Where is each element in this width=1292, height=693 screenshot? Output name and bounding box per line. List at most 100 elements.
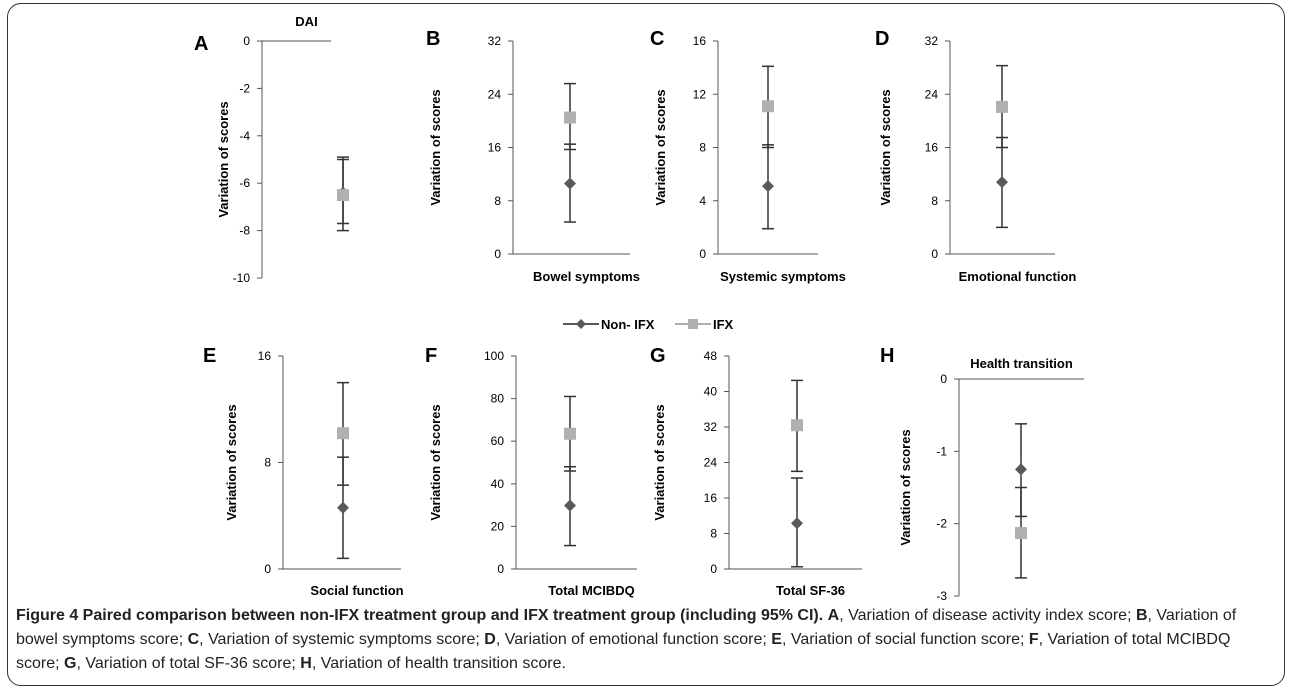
point-ifx-f	[564, 427, 576, 440]
caption-letter-d: D	[484, 631, 496, 648]
panel-label-h: H	[880, 345, 894, 367]
caption-letter-e: E	[771, 631, 782, 648]
y-tick-label-g: 24	[704, 456, 718, 470]
y-axis-label-f: Variation of scores	[428, 404, 443, 520]
y-tick-label-c: 12	[693, 87, 707, 101]
x-axis-label-g: Total SF-36	[776, 583, 845, 598]
y-tick-label-e: 8	[264, 456, 271, 470]
point-ifx-e	[337, 427, 349, 440]
y-axis-label-a: Variation of scores	[216, 101, 231, 217]
point-ifx-c	[762, 100, 774, 113]
y-tick-label-b: 24	[488, 87, 502, 101]
x-axis-label-d: Emotional function	[959, 269, 1077, 284]
panel-label-f: F	[425, 345, 437, 367]
caption-title: Figure 4 Paired comparison between non-I…	[16, 607, 824, 624]
caption-text-c: , Variation of systemic symptoms score;	[199, 631, 485, 648]
panel-label-e: E	[203, 345, 216, 367]
caption-letter-b: B	[1135, 607, 1148, 624]
x-axis-label-f: Total MCIBDQ	[548, 583, 634, 598]
y-tick-label-f: 0	[497, 562, 504, 576]
caption-text-f: , Variation of total MCIBDQ score;	[16, 631, 1231, 672]
y-tick-label-d: 0	[931, 247, 938, 261]
figure-frame	[7, 3, 1285, 686]
y-tick-label-d: 24	[925, 87, 939, 101]
y-tick-label-h: -2	[936, 517, 947, 531]
panel-label-c: C	[650, 28, 664, 50]
x-axis-label-e: Social function	[310, 583, 403, 598]
y-tick-label-a: -4	[239, 129, 250, 143]
legend-marker-ifx	[688, 319, 698, 329]
y-tick-label-f: 100	[484, 349, 504, 363]
y-tick-label-c: 4	[699, 194, 706, 208]
y-axis-label-g: Variation of scores	[652, 404, 667, 520]
y-tick-label-b: 16	[488, 141, 502, 155]
y-tick-label-g: 8	[710, 527, 717, 541]
caption-letter-c: C	[187, 631, 200, 648]
y-tick-label-b: 0	[494, 247, 501, 261]
y-tick-label-d: 32	[925, 34, 939, 48]
y-tick-label-e: 16	[258, 349, 272, 363]
y-tick-label-d: 8	[931, 194, 938, 208]
caption-letter-g: G	[64, 655, 77, 672]
caption-letter-a: A	[827, 607, 840, 624]
y-tick-label-h: -1	[936, 444, 947, 458]
point-non-ifx-d	[996, 176, 1008, 189]
y-tick-label-h: 0	[940, 372, 947, 386]
point-non-ifx-h	[1015, 463, 1027, 476]
y-axis-label-c: Variation of scores	[653, 89, 668, 205]
point-non-ifx-g	[791, 517, 803, 530]
point-ifx-b	[564, 111, 576, 124]
caption-letter-h: H	[300, 655, 312, 672]
panel-title-h: Health transition	[970, 356, 1073, 371]
y-tick-label-a: -6	[239, 176, 250, 190]
panel-label-d: D	[875, 28, 889, 50]
figure-caption: Figure 4 Paired comparison between non-I…	[16, 604, 1278, 676]
y-tick-label-g: 0	[710, 562, 717, 576]
point-ifx-g	[791, 419, 803, 432]
point-ifx-d	[996, 100, 1008, 113]
x-axis-label-c: Systemic symptoms	[720, 269, 846, 284]
point-non-ifx-b	[564, 177, 576, 190]
caption-items: A, Variation of disease activity index s…	[16, 607, 1236, 672]
y-axis-label-b: Variation of scores	[428, 89, 443, 205]
y-tick-label-f: 60	[491, 434, 505, 448]
y-axis-label-h: Variation of scores	[898, 429, 913, 545]
panel-title-a: DAI	[295, 14, 317, 29]
y-tick-label-a: 0	[243, 34, 250, 48]
point-non-ifx-c	[762, 180, 774, 193]
panel-label-g: G	[650, 345, 666, 367]
caption-text-h: , Variation of health transition score.	[311, 655, 566, 672]
y-axis-label-d: Variation of scores	[878, 89, 893, 205]
legend-label-non-ifx: Non- IFX	[601, 317, 655, 332]
y-tick-label-g: 48	[704, 349, 718, 363]
caption-text-a: , Variation of disease activity index sc…	[839, 607, 1136, 624]
y-tick-label-a: -8	[239, 224, 250, 238]
caption-letter-f: F	[1028, 631, 1039, 648]
panel-label-a: A	[194, 33, 208, 55]
point-non-ifx-f	[564, 499, 576, 512]
y-tick-label-c: 16	[693, 34, 707, 48]
y-tick-label-c: 8	[699, 141, 706, 155]
y-tick-label-f: 20	[491, 519, 505, 533]
caption-text-d: , Variation of emotional function score;	[495, 631, 772, 648]
y-tick-label-c: 0	[699, 247, 706, 261]
y-tick-label-h: -3	[936, 589, 947, 600]
point-non-ifx-e	[337, 501, 349, 514]
y-axis-label-e: Variation of scores	[224, 404, 239, 520]
y-tick-label-f: 80	[491, 392, 505, 406]
y-tick-label-g: 16	[704, 491, 718, 505]
y-tick-label-a: -10	[233, 271, 251, 285]
y-tick-label-d: 16	[925, 141, 939, 155]
caption-text-g: , Variation of total SF-36 score;	[76, 655, 301, 672]
panel-label-b: B	[426, 28, 440, 50]
legend-label-ifx: IFX	[713, 317, 734, 332]
x-axis-label-b: Bowel symptoms	[533, 269, 640, 284]
y-tick-label-a: -2	[239, 81, 250, 95]
point-ifx-h	[1015, 527, 1027, 540]
point-ifx-a	[337, 189, 349, 202]
caption-text-b: , Variation of bowel symptoms score;	[16, 607, 1237, 648]
y-tick-label-g: 40	[704, 385, 718, 399]
y-tick-label-g: 32	[704, 420, 718, 434]
y-tick-label-f: 40	[491, 477, 505, 491]
